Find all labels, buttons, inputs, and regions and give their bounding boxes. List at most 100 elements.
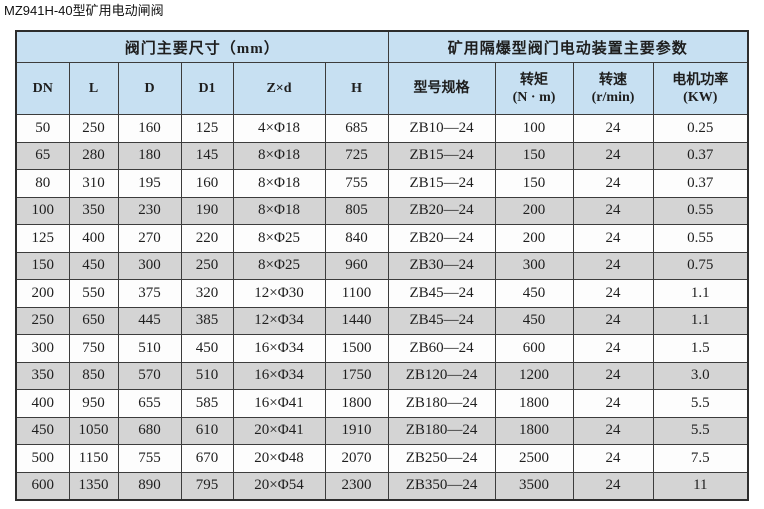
- cell: 8×Φ18: [232, 169, 326, 198]
- table-row: 125 400 270 220 8×Φ25 840 ZB20—24 200 24 0.55: [15, 224, 749, 253]
- cell: 445: [117, 306, 182, 335]
- column-header-label: L: [88, 81, 99, 96]
- cell: 1910: [324, 416, 389, 445]
- column-header-label: DN: [32, 81, 53, 96]
- table-row: 200 550 375 320 12×Φ30 1100 ZB45—24 450 24 1.1: [15, 279, 749, 308]
- cell: 150: [494, 141, 574, 170]
- column-header-label: 转速: [599, 72, 628, 88]
- cell: 400: [15, 389, 70, 418]
- cell: 24: [572, 306, 654, 335]
- cell: 0.55: [652, 196, 749, 225]
- cell: 450: [180, 334, 234, 363]
- cell: 4×Φ18: [232, 114, 326, 143]
- table-row: 150 450 300 250 8×Φ25 960 ZB30—24 300 24 0.75: [15, 251, 749, 280]
- column-header: 电机功率 (KW): [652, 62, 749, 115]
- cell: 16×Φ41: [232, 389, 326, 418]
- cell: 2070: [324, 444, 389, 473]
- column-header: 转速 (r/min): [572, 62, 654, 115]
- cell: ZB15—24: [387, 169, 496, 198]
- cell: 1440: [324, 306, 389, 335]
- cell: 125: [15, 224, 70, 253]
- column-header-label: 型号规格: [413, 81, 470, 96]
- cell: ZB350—24: [387, 471, 496, 501]
- cell: 24: [572, 114, 654, 143]
- column-header-unit: (r/min): [591, 89, 635, 105]
- cell: 125: [180, 114, 234, 143]
- cell: 840: [324, 224, 389, 253]
- cell: 150: [15, 251, 70, 280]
- cell: 0.75: [652, 251, 749, 280]
- cell: 150: [494, 169, 574, 198]
- table-row: 400 950 655 585 16×Φ41 1800 ZB180—24 1800 24 5.5: [15, 389, 749, 418]
- cell: 24: [572, 224, 654, 253]
- column-header-unit: (KW): [683, 89, 718, 105]
- cell: 320: [180, 279, 234, 308]
- cell: 280: [68, 141, 119, 170]
- cell: 725: [324, 141, 389, 170]
- cell: 610: [180, 416, 234, 445]
- cell: ZB20—24: [387, 196, 496, 225]
- cell: 805: [324, 196, 389, 225]
- cell: 24: [572, 471, 654, 501]
- cell: 600: [494, 334, 574, 363]
- cell: 50: [15, 114, 70, 143]
- cell: ZB45—24: [387, 306, 496, 335]
- cell: ZB20—24: [387, 224, 496, 253]
- cell: 680: [117, 416, 182, 445]
- cell: 570: [117, 361, 182, 390]
- cell: 8×Φ25: [232, 251, 326, 280]
- cell: 300: [494, 251, 574, 280]
- cell: ZB180—24: [387, 389, 496, 418]
- cell: 685: [324, 114, 389, 143]
- column-header: DN: [15, 62, 70, 115]
- column-header-label: 转矩: [520, 72, 549, 88]
- table-row: 350 850 570 510 16×Φ34 1750 ZB120—24 1200 24 3.0: [15, 361, 749, 390]
- cell: ZB15—24: [387, 141, 496, 170]
- cell: 8×Φ18: [232, 141, 326, 170]
- cell: 24: [572, 279, 654, 308]
- cell: 230: [117, 196, 182, 225]
- column-header: H: [324, 62, 389, 115]
- cell: 12×Φ30: [232, 279, 326, 308]
- cell: 7.5: [652, 444, 749, 473]
- cell: 375: [117, 279, 182, 308]
- cell: 24: [572, 334, 654, 363]
- cell: 100: [15, 196, 70, 225]
- cell: 24: [572, 196, 654, 225]
- cell: 1200: [494, 361, 574, 390]
- column-header-label: Z×d: [266, 81, 292, 96]
- cell: 755: [324, 169, 389, 198]
- cell: 1100: [324, 279, 389, 308]
- cell: 350: [68, 196, 119, 225]
- table-row: 500 1150 755 670 20×Φ48 2070 ZB250—24 2500 24 7.5: [15, 444, 749, 473]
- cell: 755: [117, 444, 182, 473]
- cell: 795: [180, 471, 234, 501]
- cell: 950: [68, 389, 119, 418]
- table-row: 600 1350 890 795 20×Φ54 2300 ZB350—24 3500 24 11: [15, 471, 749, 501]
- cell: 20×Φ54: [232, 471, 326, 501]
- cell: 145: [180, 141, 234, 170]
- cell: ZB45—24: [387, 279, 496, 308]
- cell: 655: [117, 389, 182, 418]
- cell: 200: [15, 279, 70, 308]
- cell: 510: [117, 334, 182, 363]
- cell: 5.5: [652, 416, 749, 445]
- cell: 0.37: [652, 169, 749, 198]
- table-row: 50 250 160 125 4×Φ18 685 ZB10—24 100 24 0.25: [15, 114, 749, 143]
- cell: 0.55: [652, 224, 749, 253]
- cell: 750: [68, 334, 119, 363]
- cell: 300: [117, 251, 182, 280]
- cell: 12×Φ34: [232, 306, 326, 335]
- cell: 550: [68, 279, 119, 308]
- cell: 190: [180, 196, 234, 225]
- cell: ZB10—24: [387, 114, 496, 143]
- cell: 200: [494, 196, 574, 225]
- cell: 2500: [494, 444, 574, 473]
- column-header: D: [117, 62, 182, 115]
- table-row: 450 1050 680 610 20×Φ41 1910 ZB180—24 1800 24 5.5: [15, 416, 749, 445]
- column-header-label: D: [144, 81, 155, 96]
- table-row: 65 280 180 145 8×Φ18 725 ZB15—24 150 24 0.37: [15, 141, 749, 170]
- cell: 24: [572, 416, 654, 445]
- cell: 510: [180, 361, 234, 390]
